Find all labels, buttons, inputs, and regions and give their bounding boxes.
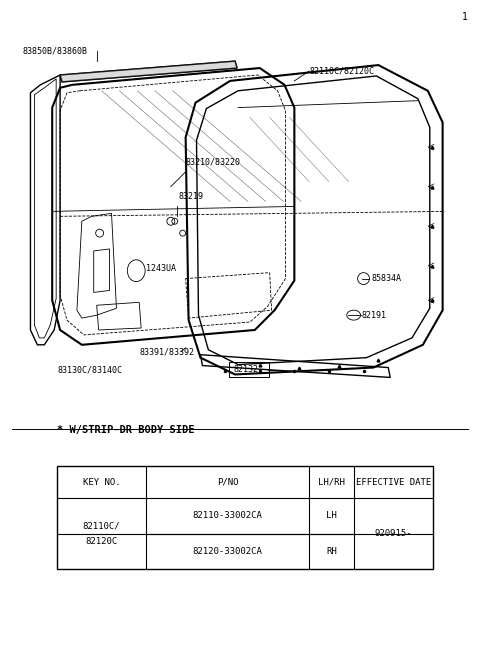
Text: 83391/83392: 83391/83392 [139,348,194,356]
Text: KEY NO.: KEY NO. [83,478,120,487]
Text: 83219: 83219 [179,192,204,201]
Text: 1243UA: 1243UA [146,264,176,273]
Text: 82110C/: 82110C/ [83,521,120,530]
Text: 85834A: 85834A [372,274,401,283]
Text: 1: 1 [461,12,468,22]
Text: RH: RH [326,547,337,556]
Text: * W/STRIP-DR BODY SIDE: * W/STRIP-DR BODY SIDE [57,425,195,435]
Text: 82110C/82120C: 82110C/82120C [309,66,374,76]
Text: EFFECTIVE DATE: EFFECTIVE DATE [356,478,431,487]
Text: 83210/83220: 83210/83220 [186,158,240,166]
Text: 82120C: 82120C [85,537,118,546]
Text: LH: LH [326,511,337,520]
Polygon shape [60,61,237,82]
Text: LH/RH: LH/RH [318,478,345,487]
Bar [57,466,433,569]
Text: 82110-33002CA: 82110-33002CA [192,511,263,520]
Text: 920915-: 920915- [374,529,412,538]
Text: 82132: 82132 [233,365,258,374]
Text: 82191: 82191 [361,311,386,320]
Text: 82120-33002CA: 82120-33002CA [192,547,263,556]
Text: P/NO: P/NO [217,478,239,487]
Text: 83130C/83140C: 83130C/83140C [57,365,122,374]
Text: 83850B/83860B: 83850B/83860B [23,47,87,56]
